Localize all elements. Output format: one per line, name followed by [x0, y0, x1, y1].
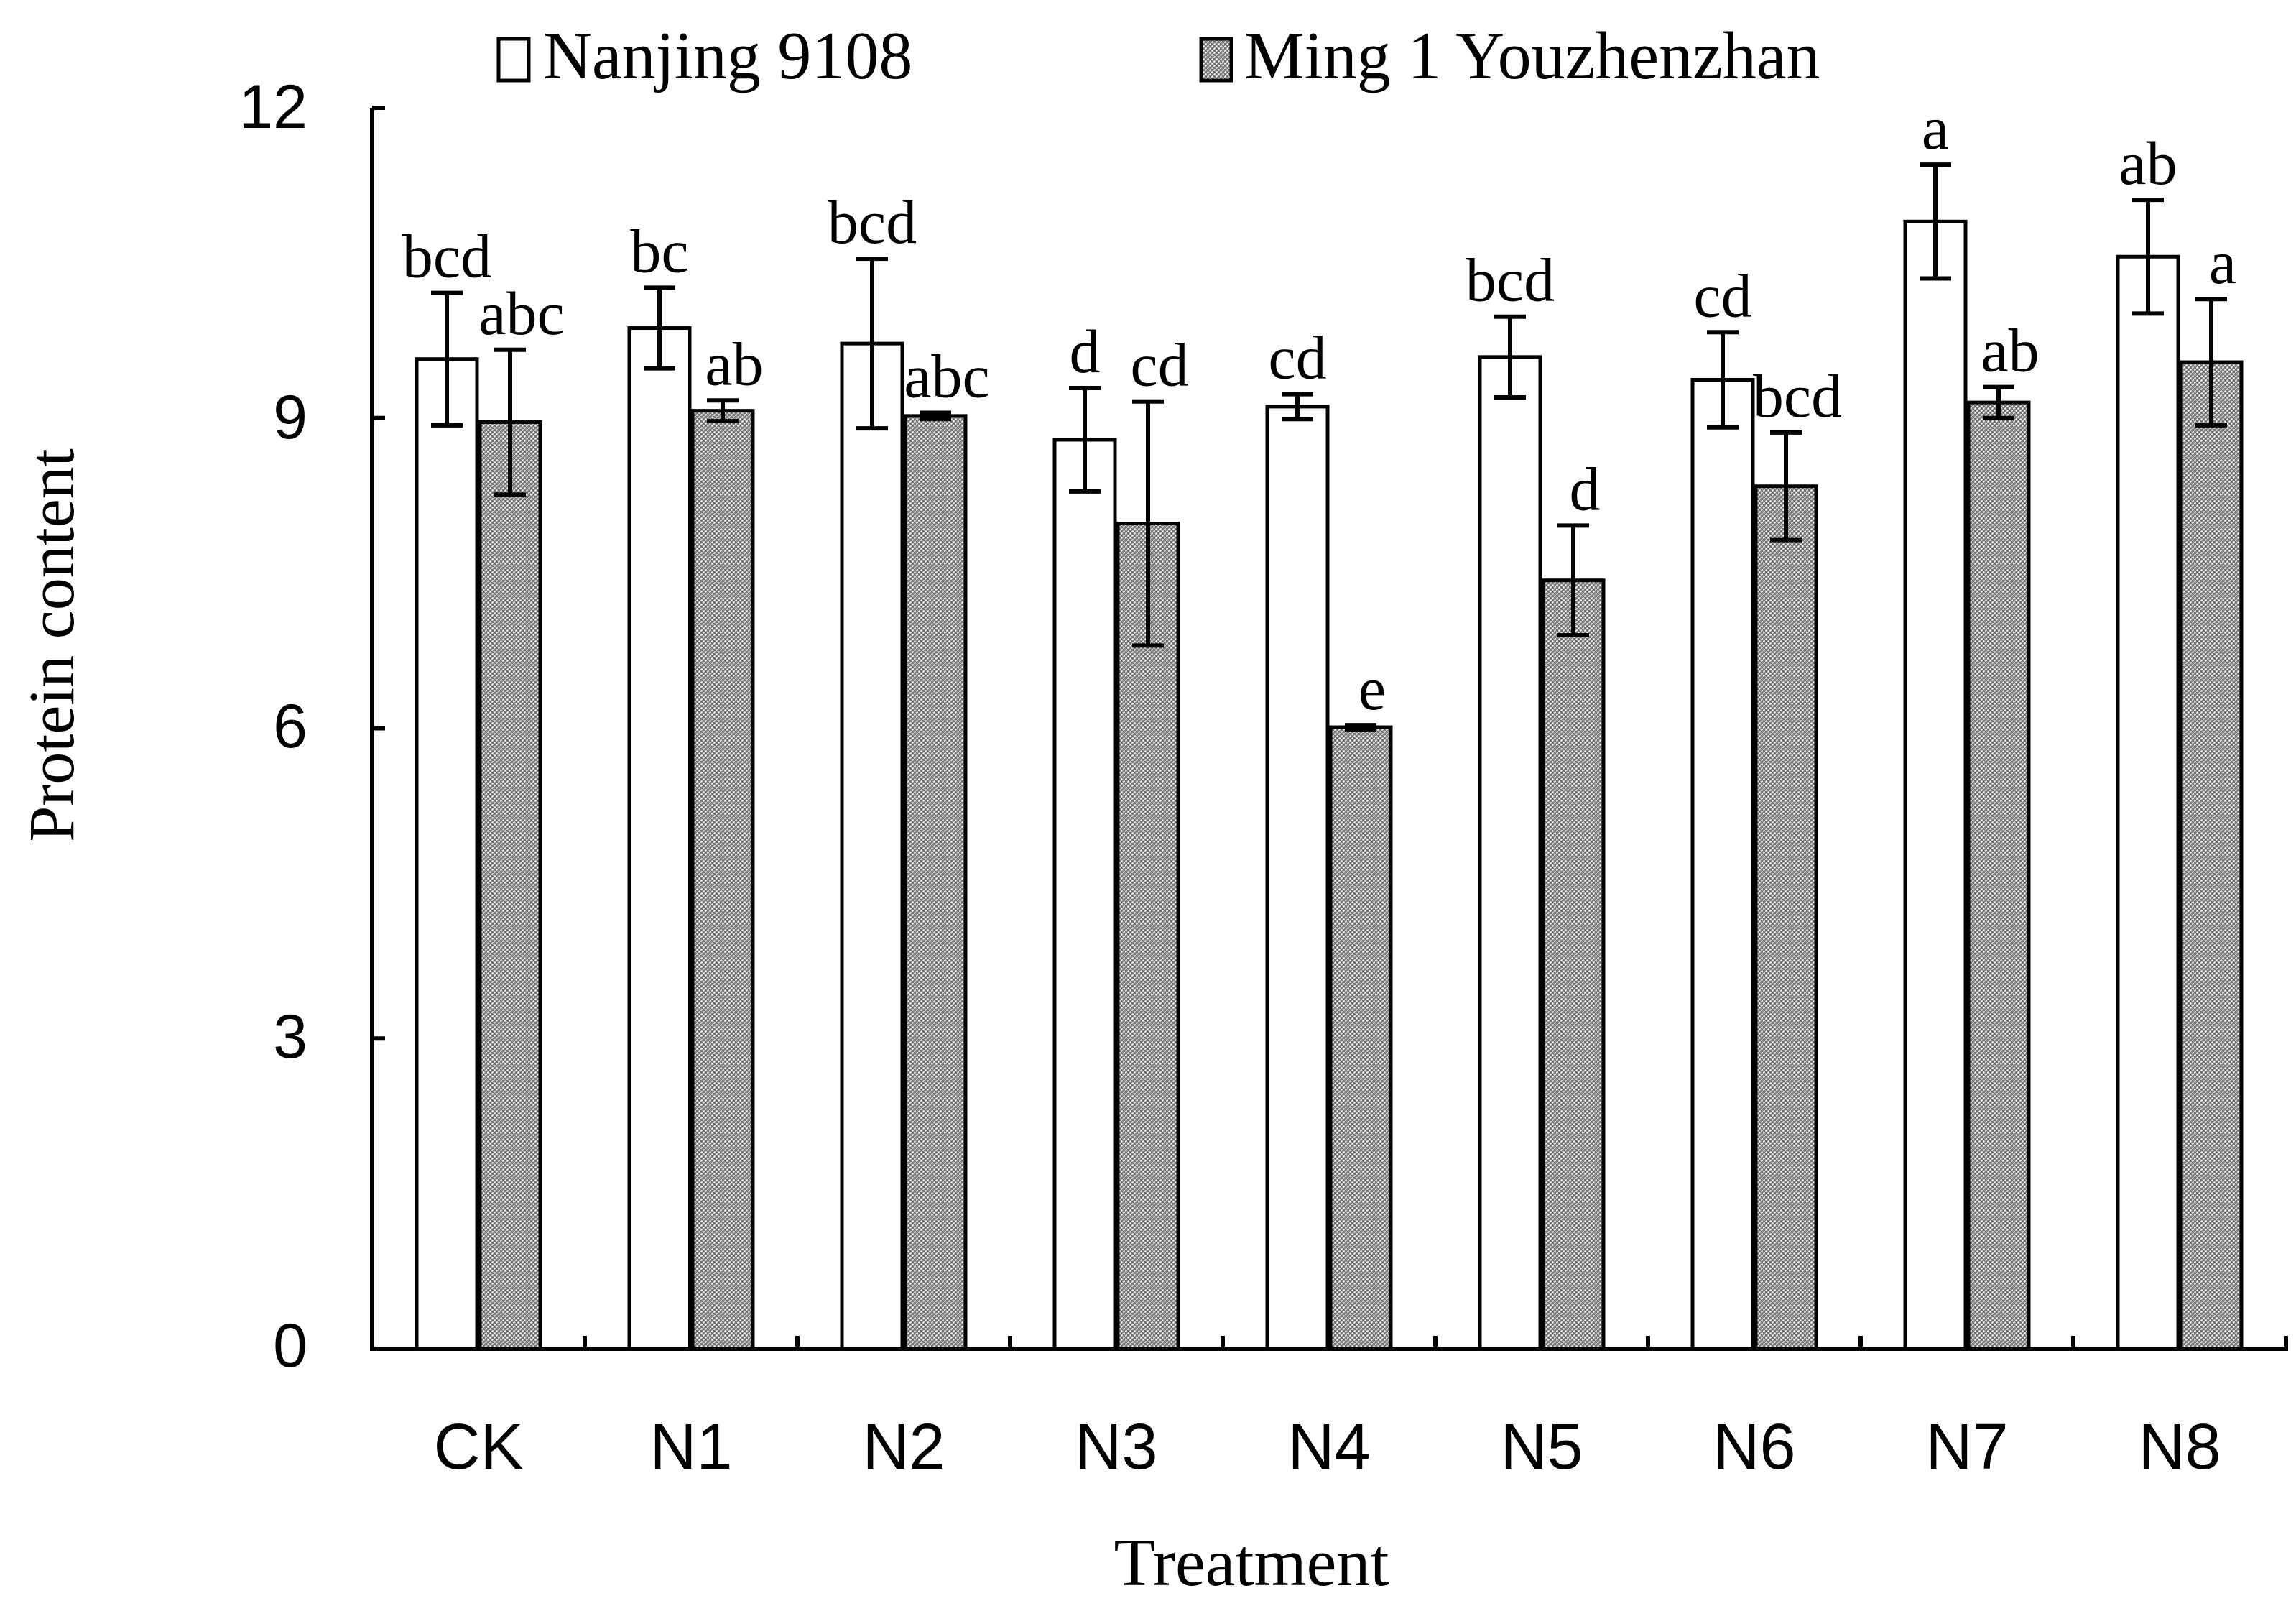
error-bar — [431, 290, 463, 428]
bar-nanjing-9108-n7 — [1903, 219, 1968, 1351]
error-bar — [1069, 386, 1101, 494]
bar-ming-1-youzhenzhan-n7 — [1966, 400, 2031, 1351]
error-bar — [2132, 198, 2164, 316]
error-bar — [920, 410, 951, 422]
y-tick-label: 9 — [273, 383, 307, 452]
significance-label: ab — [2119, 129, 2177, 198]
error-bar — [1282, 392, 1313, 422]
significance-label: e — [1358, 654, 1386, 723]
bar-ming-1-youzhenzhan-n4 — [1328, 725, 1393, 1351]
error-bar — [494, 347, 526, 497]
x-axis-title: Treatment — [1114, 1526, 1389, 1600]
bar-ming-1-youzhenzhan-ck — [478, 420, 542, 1351]
axis-ticks — [372, 106, 2288, 1351]
x-tick-label-n1: N1 — [649, 1411, 732, 1483]
bar-nanjing-9108-n8 — [2116, 254, 2180, 1351]
legend: Nanjing 9108 Ming 1 Youzhenzhan — [496, 19, 1820, 93]
x-tick-label-n7: N7 — [1925, 1411, 2008, 1483]
legend-swatch-ming-1-youzhenzhan — [1199, 37, 1233, 83]
x-tick-label-n2: N2 — [862, 1411, 945, 1483]
legend-swatch-nanjing-9108 — [496, 37, 531, 83]
x-tick-labels: CK N1 N2 N3 N4 N5 N6 N7 N8 — [433, 1411, 2221, 1483]
error-bar — [1557, 523, 1589, 637]
significance-label: ab — [1981, 316, 2039, 385]
bar-nanjing-9108-n5 — [1478, 355, 1542, 1351]
error-bar — [1983, 384, 2014, 420]
error-bar — [1707, 330, 1739, 430]
significance-label: bcd — [828, 188, 917, 257]
bar-nanjing-9108-n2 — [840, 341, 904, 1351]
y-tick-label: 3 — [273, 1002, 307, 1071]
significance-label: bcd — [1753, 361, 1842, 430]
bar-ming-1-youzhenzhan-n2 — [903, 414, 968, 1351]
legend-label-ming-1-youzhenzhan: Ming 1 Youzhenzhan — [1244, 19, 1820, 93]
y-tick-label: 0 — [273, 1311, 307, 1380]
x-tick-label-n6: N6 — [1713, 1411, 1795, 1483]
significance-label: bcd — [1466, 246, 1555, 315]
bar-nanjing-9108-n4 — [1265, 405, 1330, 1351]
y-tick-label: 6 — [273, 692, 307, 761]
bar-nanjing-9108-n3 — [1052, 438, 1117, 1351]
error-bar — [707, 398, 739, 424]
x-tick-label-n8: N8 — [2138, 1411, 2221, 1483]
error-bar — [1132, 399, 1164, 648]
error-bar — [1345, 723, 1376, 732]
significance-label: bc — [630, 216, 688, 285]
error-bar — [856, 257, 888, 431]
bar-nanjing-9108-n1 — [627, 326, 692, 1351]
error-bar — [1770, 430, 1802, 543]
error-bar — [644, 285, 675, 371]
error-bar — [1494, 314, 1526, 400]
significance-label: a — [2209, 228, 2236, 297]
bar-ming-1-youzhenzhan-n8 — [2179, 360, 2244, 1351]
bar-nanjing-9108-n6 — [1690, 378, 1755, 1351]
x-tick-label-ck: CK — [433, 1411, 523, 1483]
significance-label: cd — [1130, 331, 1188, 400]
y-tick-label: 12 — [239, 73, 307, 142]
significance-label: ab — [705, 329, 763, 398]
axes — [370, 106, 2288, 1351]
bar-ming-1-youzhenzhan-n1 — [690, 409, 755, 1351]
significance-label: cd — [1693, 261, 1751, 330]
significance-label: abc — [478, 279, 564, 348]
x-tick-label-n4: N4 — [1287, 1411, 1370, 1483]
significance-label: abc — [904, 342, 989, 411]
y-axis-title: Protein content — [17, 448, 88, 841]
significance-label: d — [1070, 317, 1101, 386]
y-tick-labels: 0 3 6 9 12 — [239, 73, 307, 1380]
x-tick-label-n3: N3 — [1075, 1411, 1157, 1483]
significance-label: cd — [1268, 323, 1326, 392]
bar-nanjing-9108-ck — [415, 357, 479, 1351]
bar-ming-1-youzhenzhan-n3 — [1116, 522, 1180, 1351]
significance-label: a — [1922, 93, 1949, 162]
error-bar — [2195, 297, 2227, 428]
error-bar — [1920, 162, 1951, 281]
bar-ming-1-youzhenzhan-n6 — [1754, 484, 1818, 1351]
bar-ming-1-youzhenzhan-n5 — [1541, 578, 1606, 1351]
significance-label: bcd — [402, 222, 491, 291]
significance-label: d — [1570, 454, 1601, 523]
x-tick-label-n5: N5 — [1500, 1411, 1583, 1483]
legend-label-nanjing-9108: Nanjing 9108 — [543, 19, 912, 93]
